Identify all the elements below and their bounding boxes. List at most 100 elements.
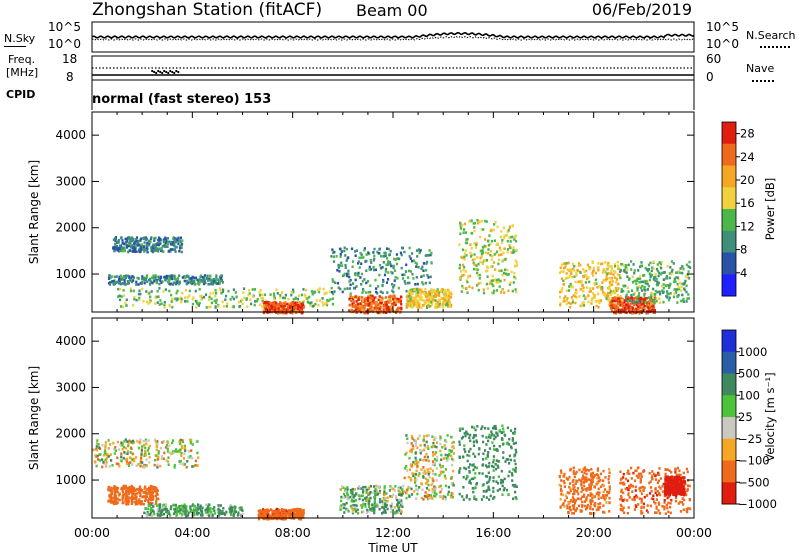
velocity-echo-cell <box>230 513 233 516</box>
power-echo-cell <box>459 278 462 281</box>
power-echo-cell <box>159 238 162 241</box>
power-echo-cell <box>151 246 154 250</box>
velocity-echo-cell <box>185 514 189 517</box>
power-echo-cell <box>614 308 617 311</box>
power-echo-cell <box>480 249 483 253</box>
velocity-echo-cell <box>493 495 496 499</box>
power-echo-cell <box>463 257 466 261</box>
power-echo-cell <box>155 281 158 285</box>
power-echo-cell <box>491 265 494 268</box>
power-echo-cell <box>163 300 166 304</box>
cpid-label: CPID <box>6 88 36 101</box>
nsearch-legend-line <box>760 46 790 48</box>
velocity-echo-cell <box>277 510 280 514</box>
velocity-echo-cell <box>402 484 405 488</box>
velocity-echo-cell <box>121 448 124 451</box>
power-echo-cell <box>248 288 251 292</box>
velocity-echo-cell <box>373 503 376 507</box>
power-echo-cell <box>419 288 422 292</box>
power-echo-cell <box>373 301 376 304</box>
velocity-echo-cell <box>107 447 110 450</box>
velocity-echo-cell <box>199 504 202 508</box>
power-echo-cell <box>115 281 118 284</box>
velocity-echo-cell <box>474 455 477 458</box>
velocity-echo-cell <box>126 493 129 497</box>
power-echo-cell <box>390 264 393 268</box>
power-echo-cell <box>613 276 616 279</box>
velocity-echo-cell <box>512 468 515 471</box>
velocity-echo-cell <box>441 465 444 468</box>
velocity-echo-cell <box>482 495 485 498</box>
power-echo-cell <box>595 282 598 285</box>
power-echo-cell <box>163 275 166 279</box>
velocity-echo-cell <box>412 447 415 450</box>
power-echo-cell <box>160 249 163 252</box>
velocity-echo-cell <box>122 501 125 505</box>
power-echo-cell <box>359 251 362 255</box>
power-echo-cell <box>476 271 479 275</box>
velocity-echo-cell <box>339 488 342 491</box>
power-echo-cell <box>649 299 652 303</box>
power-echo-cell <box>687 265 690 268</box>
velocity-echo-cell <box>452 459 455 462</box>
power-echo-cell <box>174 281 177 285</box>
power-echo-cell <box>156 242 159 245</box>
power-echo-cell <box>290 309 293 313</box>
velocity-echo-cell <box>159 503 162 506</box>
power-colorbar-label: 24 <box>740 150 755 164</box>
velocity-echo-cell <box>446 459 449 462</box>
velocity-echo-cell <box>566 491 569 494</box>
velocity-echo-cell <box>589 505 592 508</box>
power-echo-cell <box>601 281 604 284</box>
power-echo-cell <box>362 308 365 311</box>
velocity-echo-cell <box>93 460 96 463</box>
velocity-echo-cell <box>425 495 428 499</box>
power-echo-cell <box>143 250 146 253</box>
velocity-echo-cell <box>361 498 364 502</box>
power-echo-cell <box>490 239 494 243</box>
velocity-echo-cell <box>340 495 343 499</box>
power-echo-cell <box>612 289 615 293</box>
velocity-echo-cell <box>341 485 344 488</box>
power-echo-cell <box>294 304 298 308</box>
velocity-echo-cell <box>266 513 269 516</box>
velocity-echo-cell <box>594 474 597 477</box>
velocity-echo-cell <box>341 507 344 510</box>
power-echo-cell <box>464 252 467 256</box>
power-echo-cell <box>178 281 182 284</box>
power-echo-cell <box>429 300 433 304</box>
power-echo-cell <box>629 296 632 300</box>
power-echo-cell <box>559 266 562 270</box>
velocity-echo-cell <box>157 511 160 514</box>
velocity-echo-cell <box>432 454 435 457</box>
power-echo-cell <box>158 303 161 306</box>
velocity-echo-cell <box>447 457 450 460</box>
velocity-echo-cell <box>572 487 575 490</box>
power-echo-cell <box>220 278 223 282</box>
power-echo-cell <box>387 307 391 310</box>
power-echo-cell <box>644 300 647 304</box>
velocity-echo-cell <box>588 488 591 491</box>
power-echo-cell <box>220 274 223 278</box>
power-echo-cell <box>626 268 629 271</box>
velocity-echo-cell <box>364 505 367 508</box>
power-echo-cell <box>171 297 174 300</box>
velocity-echo-cell <box>495 480 498 483</box>
power-echo-cell <box>215 274 218 277</box>
power-echo-cell <box>176 289 179 293</box>
power-echo-cell <box>364 304 367 307</box>
velocity-echo-cell <box>497 475 500 478</box>
power-echo-cell <box>282 296 285 300</box>
velocity-echo-cell <box>171 441 174 445</box>
power-echo-cell <box>355 296 358 299</box>
power-echo-cell <box>478 220 481 223</box>
power-echo-cell <box>112 280 115 283</box>
power-echo-cell <box>681 282 684 286</box>
power-echo-cell <box>399 311 402 314</box>
velocity-echo-cell <box>120 455 123 458</box>
power-echo-cell <box>484 238 487 241</box>
power-echo-cell <box>139 237 142 241</box>
power-echo-cell <box>427 299 430 302</box>
velocity-echo-cell <box>501 480 505 484</box>
velocity-echo-cell <box>434 495 437 498</box>
